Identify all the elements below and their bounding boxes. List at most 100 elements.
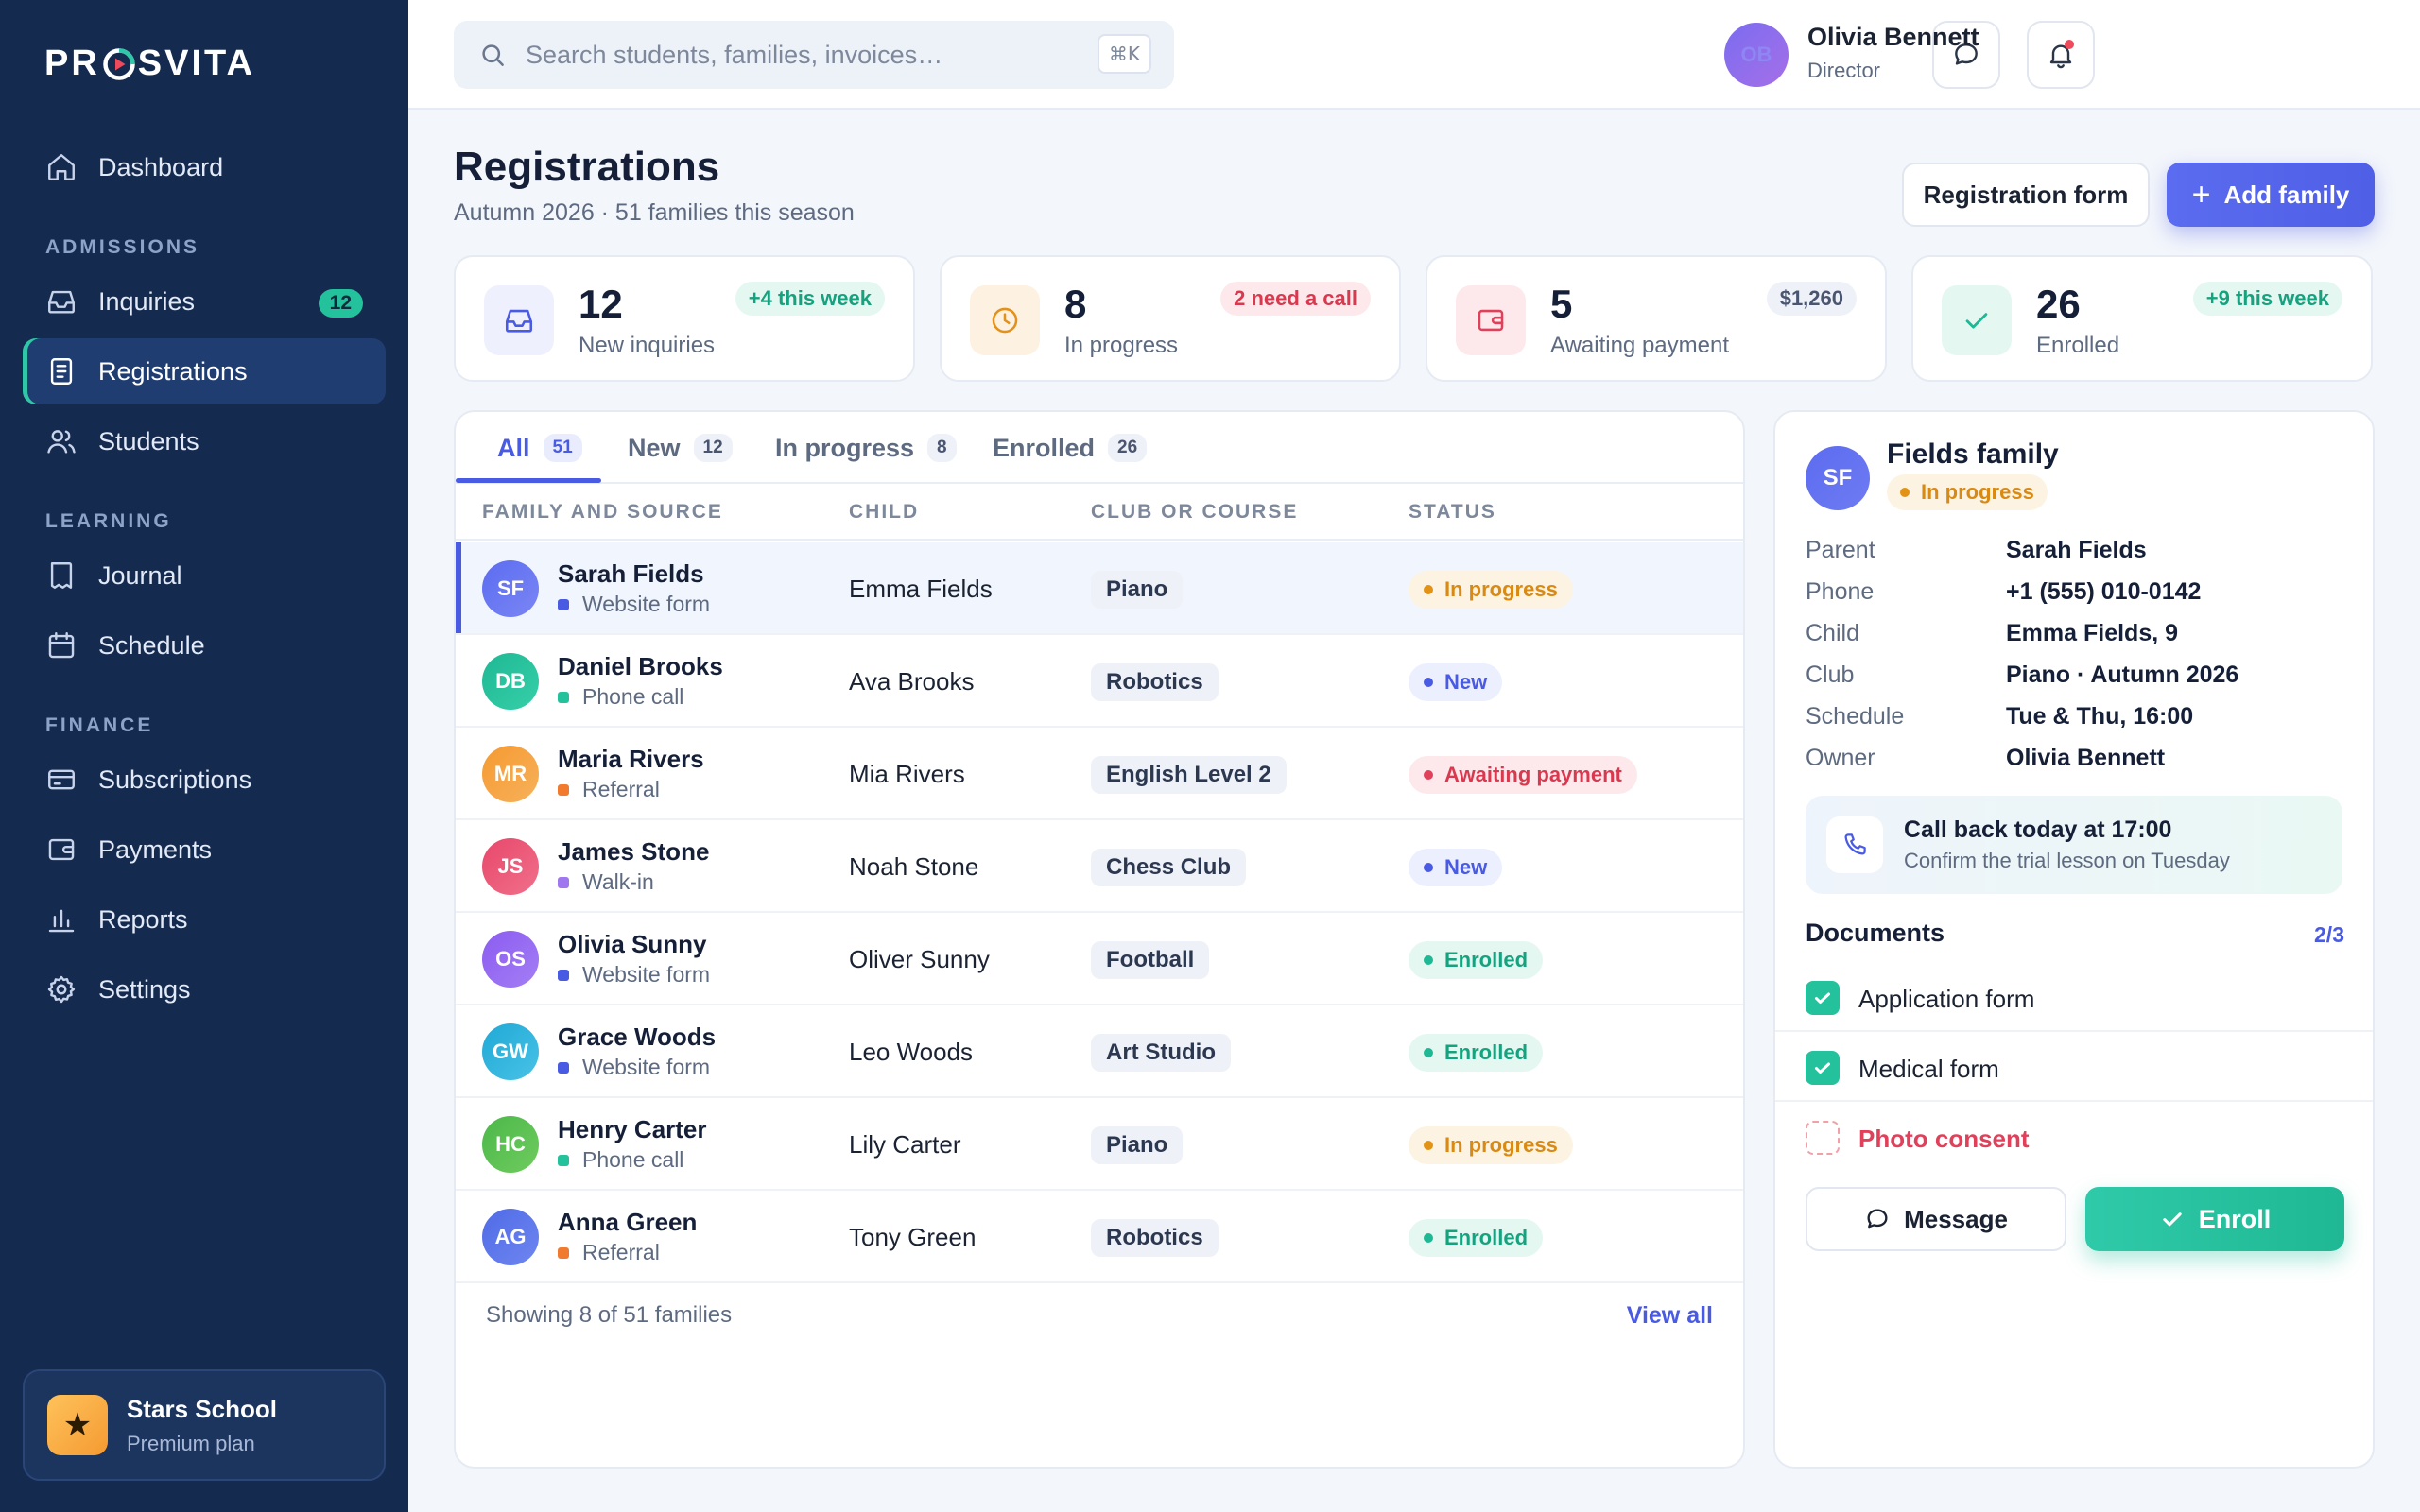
status-dot-icon (1900, 488, 1910, 497)
avatar: DB (482, 653, 539, 710)
sidebar-item-label: Schedule (98, 630, 205, 660)
status-badge: Enrolled (1409, 941, 1544, 979)
stat-label: In progress (1064, 333, 1179, 358)
document-item[interactable]: Photo consent (1775, 1102, 2373, 1172)
status-dot-icon (1424, 678, 1433, 687)
avatar: AG (482, 1209, 539, 1265)
sidebar-item-journal[interactable]: Journal (23, 542, 386, 609)
message-button[interactable]: Message (1806, 1187, 2066, 1251)
checkbox-unchecked-icon[interactable] (1806, 1121, 1840, 1155)
user-name[interactable]: Olivia Bennett (1807, 23, 1979, 51)
table-row[interactable]: SF Sarah Fields Website form Emma Fields… (456, 542, 1743, 635)
column-header-status[interactable]: STATUS (1409, 501, 1496, 523)
table-row[interactable]: JS James Stone Walk-in Noah Stone Chess … (456, 820, 1743, 913)
column-header-child[interactable]: CHILD (849, 501, 920, 523)
callback-reminder[interactable]: Call back today at 17:00 Confirm the tri… (1806, 796, 2342, 894)
avatar[interactable]: OB (1724, 23, 1789, 87)
sidebar-item-students[interactable]: Students (23, 408, 386, 474)
tab-count: 26 (1108, 434, 1148, 462)
notifications-button[interactable] (2027, 21, 2095, 89)
detail-field-child: Child Emma Fields, 9 (1806, 620, 2354, 662)
sidebar-item-reports[interactable]: Reports (23, 886, 386, 953)
sidebar-item-payments[interactable]: Payments (23, 816, 386, 883)
status-tabs: All 51 New 12 In progress 8 Enrolled 26 (456, 412, 1743, 484)
gear-icon (45, 973, 78, 1005)
field-value: Tue & Thu, 16:00 (2006, 703, 2194, 730)
table-row[interactable]: OS Olivia Sunny Website form Oliver Sunn… (456, 913, 1743, 1005)
avatar: OS (482, 931, 539, 988)
stat-card-in-progress[interactable]: 8 In progress 2 need a call (940, 255, 1401, 382)
status-badge-label: Enrolled (1444, 948, 1529, 971)
status-badge: New (1409, 663, 1503, 701)
child-name: Mia Rivers (849, 760, 965, 788)
tab-enrolled[interactable]: Enrolled 26 (993, 412, 1148, 484)
avatar: JS (482, 838, 539, 895)
column-header-course[interactable]: CLUB OR COURSE (1091, 501, 1299, 523)
sidebar-nav: Dashboard ADMISSIONS Inquiries 12 Regist… (23, 134, 386, 1026)
sidebar-item-settings[interactable]: Settings (23, 956, 386, 1022)
lead-source-label: Website form (582, 962, 711, 987)
registration-form-button[interactable]: Registration form (1902, 163, 2150, 227)
checkbox-checked-icon[interactable] (1806, 981, 1840, 1015)
child-name: Emma Fields (849, 575, 993, 603)
pagination-summary: Showing 8 of 51 families (486, 1302, 733, 1328)
search-bar[interactable]: ⌘K (454, 21, 1174, 89)
card-icon (45, 764, 78, 796)
sidebar-item-schedule[interactable]: Schedule (23, 612, 386, 679)
status-dot-icon (1424, 955, 1433, 965)
sidebar-item-inquiries[interactable]: Inquiries 12 (23, 268, 386, 335)
document-item[interactable]: Medical form (1775, 1032, 2373, 1102)
tab-new[interactable]: New 12 (628, 412, 733, 484)
lead-source-label: Website form (582, 1055, 711, 1079)
table-row[interactable]: GW Grace Woods Website form Leo Woods Ar… (456, 1005, 1743, 1098)
sidebar-item-dashboard[interactable]: Dashboard (23, 134, 386, 200)
view-all-link[interactable]: View all (1626, 1302, 1713, 1329)
table-row[interactable]: AG Anna Green Referral Tony Green Roboti… (456, 1191, 1743, 1283)
column-header-family[interactable]: FAMILY AND SOURCE (482, 501, 723, 523)
source-dot-icon (558, 1061, 569, 1074)
document-item[interactable]: Application form (1775, 962, 2373, 1032)
course-tag: English Level 2 (1091, 756, 1287, 794)
tab-all[interactable]: All 51 (497, 412, 582, 484)
stat-value: 26 (2036, 282, 2081, 326)
app-logo[interactable]: PR SVITA (44, 43, 255, 84)
stat-card-enrolled[interactable]: 26 Enrolled +9 this week (1911, 255, 2373, 382)
sidebar-section-learning: LEARNING (45, 510, 172, 532)
tab-in-progress[interactable]: In progress 8 (775, 412, 957, 484)
stat-alert-badge: 2 need a call (1220, 282, 1371, 316)
avatar: MR (482, 746, 539, 802)
table-row[interactable]: DB Daniel Brooks Phone call Ava Brooks R… (456, 635, 1743, 728)
add-family-button[interactable]: + Add family (2167, 163, 2375, 227)
course-tag: Art Studio (1091, 1034, 1231, 1072)
table-row[interactable]: MR Maria Rivers Referral Mia Rivers Engl… (456, 728, 1743, 820)
table-row[interactable]: HC Henry Carter Phone call Lily Carter P… (456, 1098, 1743, 1191)
field-label: Schedule (1806, 703, 1905, 730)
sidebar-item-subscriptions[interactable]: Subscriptions (23, 747, 386, 813)
sidebar-item-registrations[interactable]: Registrations (23, 338, 386, 404)
inquiries-count-badge: 12 (318, 289, 363, 318)
status-badge-label: Enrolled (1444, 1226, 1529, 1249)
status-dot-icon (1424, 585, 1433, 594)
stat-card-new-inquiries[interactable]: 12 New inquiries +4 this week (454, 255, 915, 382)
field-label: Child (1806, 620, 1859, 646)
course-tag: Football (1091, 941, 1210, 979)
home-icon (45, 151, 78, 183)
checkbox-checked-icon[interactable] (1806, 1051, 1840, 1085)
lead-source: Website form (558, 592, 710, 617)
enroll-button[interactable]: Enroll (2085, 1187, 2344, 1251)
course-tag: Piano (1091, 571, 1184, 609)
message-label: Message (1904, 1204, 2008, 1233)
tab-count: 51 (543, 434, 582, 462)
field-value[interactable]: +1 (555) 010-0142 (2006, 578, 2202, 605)
stat-card-awaiting-payment[interactable]: 5 Awaiting payment $1,260 (1426, 255, 1887, 382)
messages-button[interactable] (1932, 21, 2000, 89)
search-input[interactable] (526, 40, 1074, 70)
sidebar-item-label: Registrations (98, 356, 248, 386)
lead-source: Phone call (558, 684, 683, 710)
lead-source: Phone call (558, 1147, 683, 1173)
avatar: HC (482, 1116, 539, 1173)
school-plan-card[interactable]: ★ Stars School Premium plan (23, 1369, 386, 1481)
check-icon (1942, 285, 2012, 355)
sidebar-item-label: Payments (98, 834, 213, 864)
stat-value: 5 (1550, 282, 1573, 326)
